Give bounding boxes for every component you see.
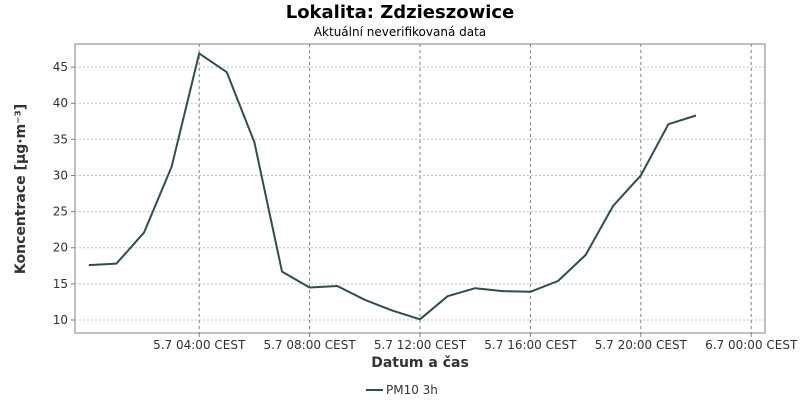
y-tick-label: 35 <box>53 132 68 146</box>
y-axis-label: Koncentrace [µg·m⁻³] <box>13 104 29 274</box>
chart-subtitle: Aktuální neverifikovaná data <box>314 25 486 39</box>
y-tick-label: 45 <box>53 60 68 74</box>
x-tick-label: 5.7 12:00 CEST <box>374 338 467 352</box>
y-tick-label: 25 <box>53 205 68 219</box>
x-tick-label: 5.7 20:00 CEST <box>595 338 688 352</box>
legend: PM10 3h <box>366 383 438 397</box>
x-axis-label: Datum a čas <box>371 355 469 371</box>
series-layer <box>88 52 697 321</box>
y-tick-label: 30 <box>53 168 68 182</box>
x-tick-label: 5.7 08:00 CEST <box>263 338 356 352</box>
legend-label-pm10: PM10 3h <box>386 383 438 397</box>
y-tick-label: 20 <box>53 241 68 255</box>
x-tick-label: 5.7 04:00 CEST <box>153 338 246 352</box>
series-line-pm10 <box>88 52 697 321</box>
y-axis-ticks: 10 15 20 25 30 35 40 45 <box>53 60 75 327</box>
x-tick-label: 5.7 16:00 CEST <box>484 338 577 352</box>
x-axis-ticks: 5.7 04:00 CEST 5.7 08:00 CEST 5.7 12:00 CE… <box>153 333 798 352</box>
y-tick-label: 10 <box>53 313 68 327</box>
chart-title: Lokalita: Zdzieszowice <box>286 2 515 23</box>
y-tick-label: 15 <box>53 277 68 291</box>
x-tick-label: 6.7 00:00 CEST <box>705 338 798 352</box>
y-tick-label: 40 <box>53 96 68 110</box>
